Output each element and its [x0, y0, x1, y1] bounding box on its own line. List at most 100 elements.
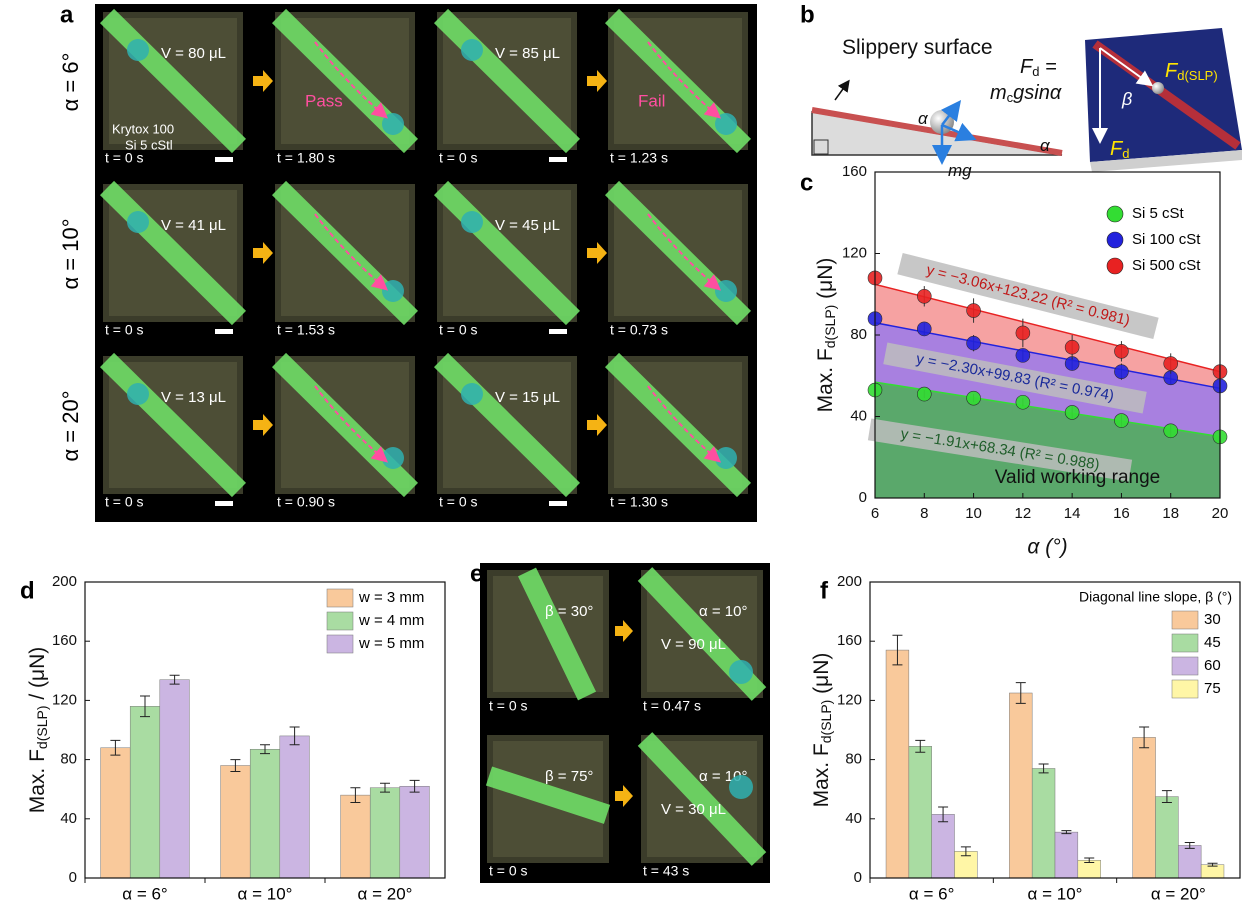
- bar: [1156, 797, 1179, 878]
- figure: abcdeft = 0 sV = 80 μLt = 1.80 sPasst = …: [0, 0, 1248, 904]
- droplet: [729, 775, 753, 799]
- x-tick-label: 8: [920, 505, 928, 522]
- panel-label: d: [20, 577, 35, 604]
- time-label: t = 1.53 s: [277, 322, 335, 338]
- legend-marker: [1107, 258, 1123, 274]
- legend-label: Si 100 cSt: [1132, 231, 1201, 248]
- point: [967, 391, 981, 405]
- time-label: t = 0.73 s: [610, 322, 668, 338]
- bar: [1178, 845, 1201, 878]
- point: [917, 322, 931, 336]
- y-axis-label-part: (μN): [810, 653, 833, 700]
- point: [1164, 424, 1178, 438]
- point: [1114, 344, 1128, 358]
- bar: [250, 749, 280, 878]
- bar: [1032, 768, 1055, 878]
- tile-text: V = 45 μL: [495, 217, 560, 234]
- legend-label: 75: [1204, 680, 1221, 697]
- droplet: [715, 113, 737, 135]
- panel-label: e: [470, 560, 483, 587]
- x-tick-label: 14: [1064, 505, 1081, 522]
- droplet: [127, 39, 149, 61]
- droplet: [461, 383, 483, 405]
- y-tick-label: 160: [837, 632, 862, 649]
- x-tick-label: 6: [871, 505, 879, 522]
- droplet: [382, 280, 404, 302]
- diagram-label-part: =: [1039, 56, 1056, 78]
- y-axis-label: Max. Fd(SLP) (μN): [814, 258, 838, 413]
- time-label: t = 0 s: [489, 863, 528, 879]
- point: [1114, 365, 1128, 379]
- diagram-label: α: [1040, 136, 1051, 155]
- legend-label: 60: [1204, 657, 1221, 674]
- x-axis-label: α (°): [1027, 536, 1067, 559]
- point: [917, 387, 931, 401]
- bar: [400, 786, 430, 878]
- x-tick-label: α = 20°: [1151, 884, 1206, 903]
- x-tick-label: 12: [1015, 505, 1032, 522]
- diagram-label: mcgsinα: [990, 82, 1062, 105]
- droplet: [715, 447, 737, 469]
- x-tick-label: 10: [965, 505, 982, 522]
- y-axis-label-part: / (μN): [26, 647, 49, 706]
- legend-swatch: [327, 635, 353, 653]
- point: [1016, 395, 1030, 409]
- panel-label: a: [60, 1, 74, 28]
- tile-text: V = 13 μL: [161, 389, 226, 406]
- droplet: [461, 39, 483, 61]
- y-tick-label: 120: [842, 244, 867, 261]
- y-tick-label: 200: [52, 573, 77, 590]
- legend-swatch: [1172, 680, 1198, 698]
- point: [1114, 414, 1128, 428]
- bar: [160, 680, 190, 878]
- x-tick-label: α = 10°: [238, 884, 293, 903]
- legend-title: Diagonal line slope, β (°): [1079, 589, 1232, 605]
- y-tick-label: 40: [60, 810, 77, 827]
- diagram-label-part: β: [1121, 89, 1132, 109]
- bar: [1009, 693, 1032, 878]
- point: [1164, 357, 1178, 371]
- droplet: [127, 211, 149, 233]
- tile-text: V = 80 μL: [161, 45, 226, 62]
- legend-marker: [1107, 206, 1123, 222]
- y-tick-label: 0: [69, 869, 77, 886]
- y-tick-label: 40: [845, 810, 862, 827]
- y-axis-label-part: Max. F: [810, 743, 833, 807]
- y-tick-label: 80: [60, 751, 77, 768]
- point: [1065, 405, 1079, 419]
- time-label: t = 43 s: [643, 863, 689, 879]
- x-tick-label: 16: [1113, 505, 1130, 522]
- y-tick-label: 120: [837, 691, 862, 708]
- legend-label: Si 500 cSt: [1132, 257, 1201, 274]
- diagram-label-part: d: [1032, 64, 1039, 79]
- legend-swatch: [327, 612, 353, 630]
- scale-bar: [549, 157, 567, 162]
- y-axis-label: Max. Fd(SLP) / (μN): [26, 647, 50, 814]
- droplet: [729, 660, 753, 684]
- x-tick-label: α = 6°: [122, 884, 167, 903]
- tile-text: V = 15 μL: [495, 389, 560, 406]
- time-label: t = 0 s: [439, 494, 478, 510]
- legend-label: 45: [1204, 634, 1221, 651]
- diagram-label: mg: [948, 161, 972, 180]
- y-axis-label-part: Max. F: [26, 749, 49, 813]
- time-label: t = 0 s: [439, 150, 478, 166]
- scale-bar: [215, 329, 233, 334]
- y-tick-label: 0: [854, 869, 862, 886]
- diagram-label-part: m: [990, 82, 1007, 104]
- point: [967, 336, 981, 350]
- time-label: t = 1.23 s: [610, 150, 668, 166]
- legend-marker: [1107, 232, 1123, 248]
- point: [1016, 348, 1030, 362]
- tile-text: α = 10°: [699, 603, 747, 620]
- row-label: α = 10°: [58, 218, 83, 289]
- y-tick-label: 80: [850, 326, 867, 343]
- diagram-label-part: d(SLP): [1177, 68, 1217, 83]
- x-tick-label: 20: [1212, 505, 1229, 522]
- time-label: t = 0 s: [439, 322, 478, 338]
- droplet: [127, 383, 149, 405]
- tile-text: V = 30 μL: [661, 801, 726, 818]
- bar: [341, 795, 371, 878]
- y-axis-label-part: d(SLP): [822, 305, 838, 349]
- bar: [1133, 737, 1156, 878]
